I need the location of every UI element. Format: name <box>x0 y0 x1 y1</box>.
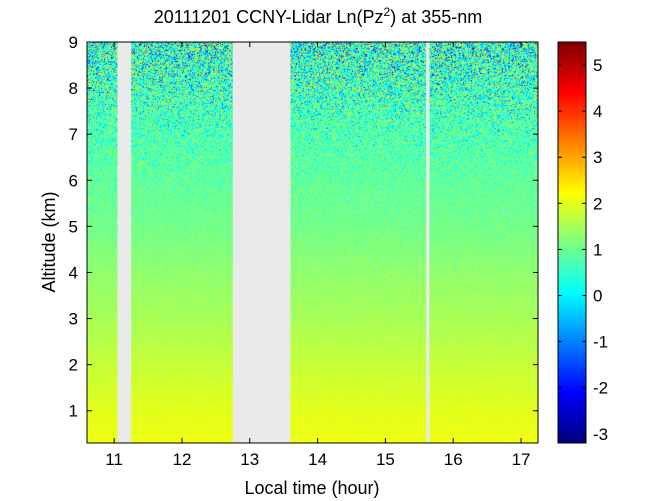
heatmap-plot-area: 11 12 13 14 15 16 17 123456789 <box>69 33 538 469</box>
no-data-gap <box>118 42 132 443</box>
x-tick-label: 17 <box>512 450 531 469</box>
y-tick-label: 7 <box>69 125 78 144</box>
y-axis-label: Altitude (km) <box>39 191 59 292</box>
colorbar-tick-label: 0 <box>593 287 602 306</box>
no-data-gap <box>233 42 291 443</box>
colorbar-tick-label: 4 <box>593 102 602 121</box>
x-tick-label: 15 <box>376 450 395 469</box>
y-tick-label: 5 <box>69 217 78 236</box>
colorbar-tick-label: 2 <box>593 194 602 213</box>
x-tick-label: 14 <box>308 450 327 469</box>
x-tick-label: 16 <box>444 450 463 469</box>
x-axis-label: Local time (hour) <box>244 478 379 498</box>
y-tick-label: 9 <box>69 33 78 52</box>
heatmap-image <box>87 42 538 443</box>
colorbar-gradient <box>558 42 586 443</box>
y-tick-label: 8 <box>69 79 78 98</box>
y-tick-label: 4 <box>69 263 78 282</box>
x-tick-label: 12 <box>172 450 191 469</box>
x-tick-label: 11 <box>105 450 123 469</box>
colorbar-tick-label: 5 <box>593 56 602 75</box>
y-tick-label: 1 <box>69 402 78 421</box>
colorbar: -3 -2 -1 0 1 2 3 4 5 <box>558 42 608 444</box>
no-data-gap <box>426 42 429 443</box>
x-tick-label: 13 <box>240 450 259 469</box>
colorbar-tick-label: -1 <box>593 333 608 352</box>
colorbar-tick-label: 1 <box>593 240 602 259</box>
colorbar-tick-label: -3 <box>593 425 608 444</box>
y-tick-label: 6 <box>69 171 78 190</box>
chart-title: 20111201 CCNY-Lidar Ln(Pz2) at 355-nm <box>154 5 483 27</box>
y-tick-label: 2 <box>69 356 78 375</box>
y-tick-label: 3 <box>69 310 78 329</box>
colorbar-tick-label: -2 <box>593 379 608 398</box>
colorbar-tick-label: 3 <box>593 148 602 167</box>
